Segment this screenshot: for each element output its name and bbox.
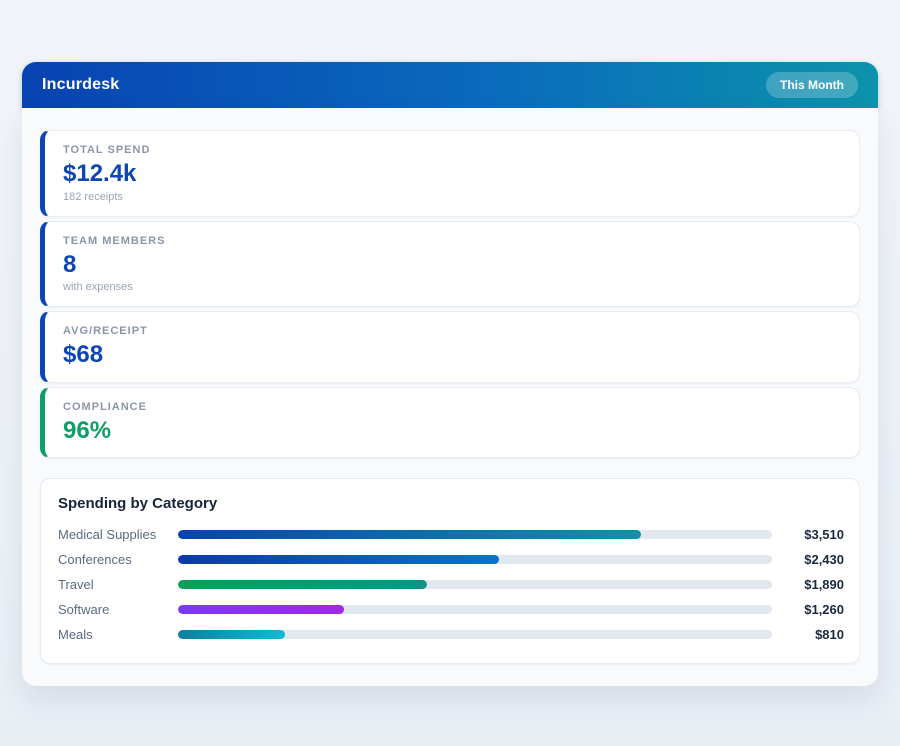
dashboard-content: TOTAL SPEND $12.4k 182 receipts TEAM MEMBER… bbox=[22, 108, 878, 687]
category-label: Software bbox=[58, 602, 110, 618]
stat-label: AVG/RECEIPT bbox=[63, 325, 148, 338]
app-title: Incurdesk bbox=[42, 76, 120, 93]
bar-track bbox=[178, 530, 772, 540]
stat-card-list: TOTAL SPEND $12.4k 182 receipts TEAM MEMBER… bbox=[40, 130, 860, 459]
stat-value: $68 bbox=[63, 341, 104, 369]
stat-subtext: with expenses bbox=[63, 281, 133, 294]
bar-fill bbox=[178, 580, 428, 590]
app-header: Incurdesk This Month bbox=[22, 62, 878, 108]
bar-fill bbox=[178, 555, 499, 565]
category-label: Travel bbox=[58, 577, 94, 593]
category-label: Medical Supplies bbox=[58, 527, 157, 543]
expense-dashboard: Incurdesk This Month TOTAL SPEND $12.4k 18… bbox=[22, 62, 878, 687]
category-label: Meals bbox=[58, 627, 93, 643]
category-bar-chart: Medical Supplies $3,510 Conferences $2,430 T… bbox=[58, 522, 844, 647]
category-value: $2,430 bbox=[804, 552, 844, 568]
bar-fill bbox=[178, 605, 345, 615]
bar-fill bbox=[178, 630, 285, 640]
stat-card: COMPLIANCE 96% bbox=[40, 386, 860, 459]
stat-card: AVG/RECEIPT $68 bbox=[40, 311, 860, 383]
stat-card: TEAM MEMBERS 8 with expenses bbox=[40, 220, 860, 308]
stat-label: TEAM MEMBERS bbox=[63, 234, 166, 247]
bar-fill bbox=[178, 530, 642, 540]
category-row: Conferences $2,430 bbox=[58, 547, 844, 572]
category-row: Meals $810 bbox=[58, 622, 844, 647]
bar-track bbox=[178, 605, 772, 615]
stat-card: TOTAL SPEND $12.4k 182 receipts bbox=[40, 130, 860, 217]
stat-label: TOTAL SPEND bbox=[63, 144, 151, 156]
category-value: $1,890 bbox=[804, 577, 844, 593]
category-row: Travel $1,890 bbox=[58, 572, 844, 597]
stat-value: $12.4k bbox=[63, 160, 137, 187]
spending-by-category-card: Spending by Category Medical Supplies $3,… bbox=[40, 478, 860, 665]
category-label: Conferences bbox=[58, 552, 132, 568]
bar-track bbox=[178, 580, 772, 590]
bar-track bbox=[178, 630, 772, 640]
category-row: Medical Supplies $3,510 bbox=[58, 522, 844, 547]
bar-track bbox=[178, 555, 772, 565]
category-row: Software $1,260 bbox=[58, 597, 844, 622]
category-value: $810 bbox=[815, 627, 844, 643]
period-badge[interactable]: This Month bbox=[766, 72, 858, 98]
stat-label: COMPLIANCE bbox=[63, 400, 147, 413]
stat-value: 8 bbox=[63, 250, 77, 278]
chart-title: Spending by Category bbox=[58, 495, 218, 513]
stat-value: 96% bbox=[63, 416, 112, 444]
stat-subtext: 182 receipts bbox=[63, 190, 123, 203]
category-value: $1,260 bbox=[804, 602, 844, 618]
category-value: $3,510 bbox=[804, 527, 844, 543]
